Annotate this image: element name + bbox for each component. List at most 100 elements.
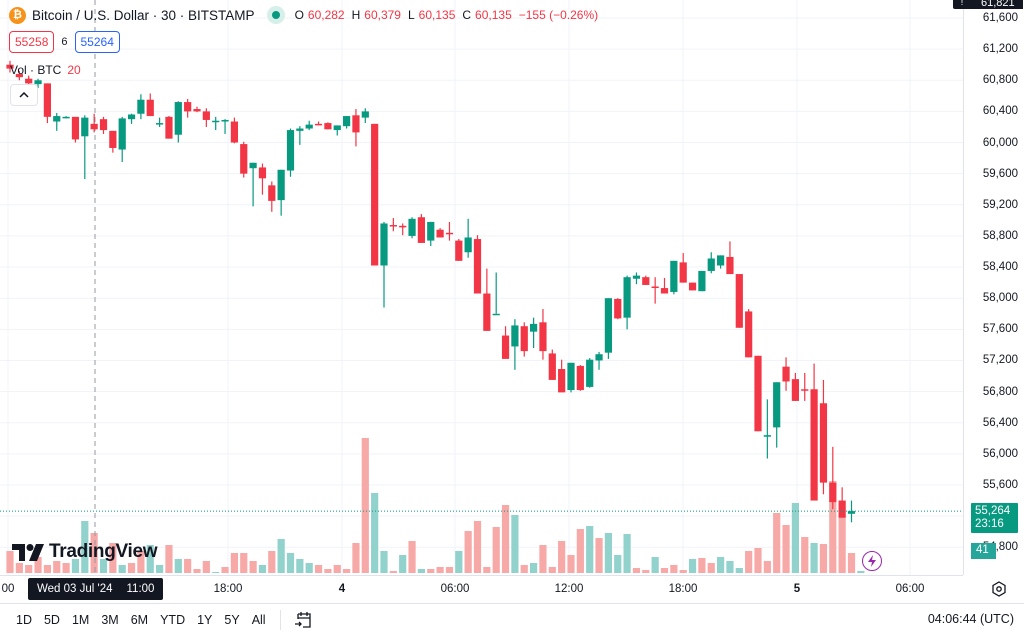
range-button-1y[interactable]: 1Y	[197, 613, 213, 627]
candle	[670, 260, 678, 295]
volume-bar	[333, 565, 341, 573]
quick-trade-lightning-button[interactable]	[862, 551, 882, 571]
price-tick: 56,400	[982, 416, 1018, 429]
alert-icon[interactable]: !	[953, 0, 971, 9]
candle	[614, 298, 622, 320]
volume-tag: 41	[971, 543, 996, 559]
candle	[109, 130, 117, 153]
candle	[184, 98, 192, 118]
volume-bar	[632, 568, 641, 573]
range-button-5y[interactable]: 5Y	[224, 613, 240, 627]
volume-bar	[15, 563, 23, 573]
utc-clock[interactable]: 04:06:44 (UTC)	[927, 612, 1014, 626]
volume-bar	[53, 561, 61, 573]
bar-countdown: 23:16	[975, 518, 1004, 530]
range-button-ytd[interactable]: YTD	[160, 613, 186, 627]
candle	[305, 120, 313, 131]
volume-bar	[127, 563, 136, 573]
range-button-1d[interactable]: 1D	[16, 613, 32, 627]
go-to-date-button[interactable]	[291, 608, 317, 632]
price-tick: 59,200	[982, 198, 1018, 211]
volume-bar	[343, 569, 351, 573]
volume-value: 20	[67, 63, 81, 77]
time-axis[interactable]: 00 18:00 4 06:00 12:00 18:00 5 06:00	[0, 575, 963, 603]
volume-legend[interactable]: Vol · BTC 20	[10, 63, 81, 77]
price-tick: 60,400	[982, 105, 1018, 118]
range-button-all[interactable]: All	[251, 613, 266, 627]
chart-pane[interactable]: ₿ Bitcoin / U.S. Dollar · 30 · BITSTAMP …	[0, 0, 963, 575]
volume-bar	[660, 568, 669, 573]
volume-bar	[286, 553, 295, 573]
volume-bar	[735, 568, 743, 573]
candlestick-chart[interactable]	[0, 0, 963, 575]
volume-bar	[567, 555, 575, 573]
candle	[773, 382, 781, 448]
open-value: 60,282	[307, 8, 345, 22]
range-button-3m[interactable]: 3M	[101, 613, 119, 627]
volume-bar	[548, 567, 556, 573]
candle	[202, 108, 210, 127]
volume-bar	[258, 565, 267, 573]
volume-bar	[595, 538, 603, 573]
candle	[137, 94, 145, 120]
chart-settings-button[interactable]	[990, 580, 1008, 598]
time-tick: 18:00	[213, 583, 243, 595]
bitcoin-icon: ₿	[9, 6, 26, 24]
tradingview-logo[interactable]: TradingView	[12, 541, 158, 563]
volume-bar	[745, 551, 753, 573]
high-price-tag: ! 61,821	[953, 0, 1023, 9]
volume-label: Vol · BTC	[10, 63, 62, 77]
volume-bar	[146, 545, 154, 573]
volume-bar	[417, 569, 425, 573]
buy-button[interactable]: 55264	[74, 31, 120, 53]
volume-bar	[773, 513, 781, 573]
price-tick: 58,800	[982, 229, 1018, 242]
volume-bar	[352, 543, 360, 573]
price-axis[interactable]: 61,600 61,200 60,800 60,400 60,000 59,600 59,2…	[963, 0, 1024, 575]
candle	[632, 272, 641, 285]
candle	[735, 274, 743, 328]
candle	[174, 101, 182, 143]
symbol-title[interactable]: Bitcoin / U.S. Dollar · 30 · BITSTAMP	[32, 7, 255, 23]
volume-bar	[707, 563, 715, 573]
toolbar-divider	[279, 610, 281, 630]
candle	[445, 221, 454, 241]
candle	[745, 309, 753, 358]
candle	[352, 109, 360, 147]
candle	[604, 298, 612, 359]
candle	[847, 500, 856, 523]
sell-button[interactable]: 55258	[9, 31, 55, 53]
range-button-6m[interactable]: 6M	[130, 613, 149, 627]
candle	[230, 117, 238, 144]
volume-bar	[576, 529, 584, 573]
volume-bar	[165, 545, 173, 573]
volume-bar	[782, 525, 790, 573]
candle	[314, 121, 323, 126]
market-open-status-icon[interactable]	[266, 6, 285, 24]
range-button-1m[interactable]: 1M	[71, 613, 90, 627]
price-tick: 57,200	[982, 354, 1018, 367]
price-tick: 57,600	[982, 323, 1018, 336]
candle	[371, 123, 379, 266]
price-tick: 56,800	[982, 385, 1018, 398]
candle	[34, 78, 42, 89]
candle	[6, 60, 14, 73]
candle	[296, 126, 304, 145]
candle	[71, 116, 80, 143]
time-tick: 5	[793, 583, 801, 595]
candle	[53, 112, 61, 131]
range-button-5d[interactable]: 5D	[43, 613, 60, 627]
candle	[399, 223, 407, 236]
volume-bar	[801, 537, 809, 573]
volume-bar	[511, 515, 519, 573]
volume-bar	[539, 545, 547, 573]
symbol-legend: ₿ Bitcoin / U.S. Dollar · 30 · BITSTAMP …	[9, 6, 601, 24]
candle	[651, 277, 659, 304]
collapse-legend-button[interactable]	[10, 84, 38, 106]
volume-bar	[810, 543, 818, 573]
candle	[801, 372, 809, 401]
time-tick: 06:00	[440, 583, 470, 595]
volume-bar	[99, 559, 108, 573]
volume-bar	[314, 565, 323, 573]
volume-bar	[642, 570, 650, 573]
